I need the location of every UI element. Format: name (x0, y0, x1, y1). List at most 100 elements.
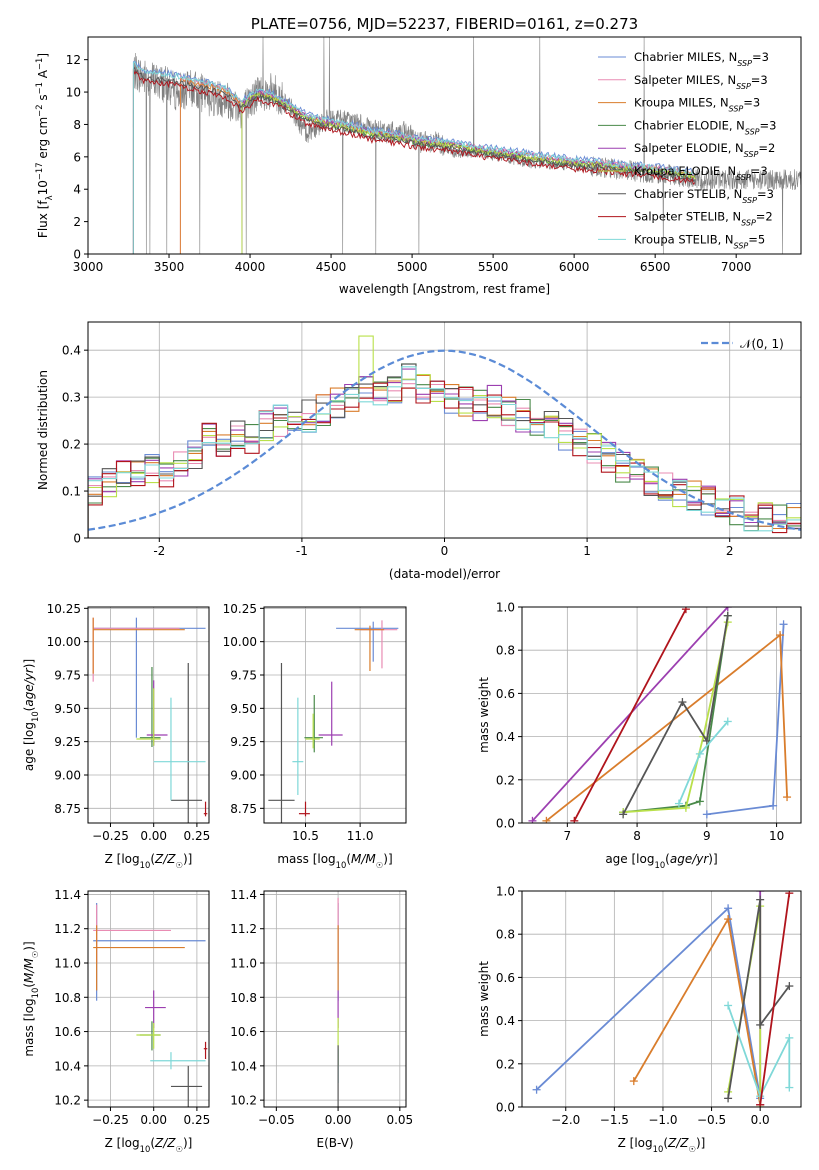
y-tick-label: 0.3 (62, 391, 81, 405)
y-tick-label: 0.8 (496, 928, 515, 942)
y-tick-label: 9.50 (230, 702, 257, 716)
x-tick-label: 0.25 (184, 829, 211, 843)
y-tick-label: 10 (66, 86, 81, 100)
x-tick-label: 3000 (73, 260, 104, 274)
x-tick-label: −0.25 (92, 829, 129, 843)
y-tick-label: 10.25 (223, 602, 257, 616)
y-tick-label: 1.0 (496, 601, 515, 615)
x-tick-label: −1.0 (648, 1113, 677, 1127)
weight-series-line (727, 899, 791, 1099)
mass-vs-extinction-panel: −0.05 0.00 0.05 10.2 10.4 10.6 10.8 11.0 11.2 11.… (230, 888, 413, 1150)
histogram-plot-area (88, 335, 801, 538)
x-tick-label: 0.00 (140, 1113, 167, 1127)
weight-series-line (622, 615, 729, 815)
weight-series-line (545, 633, 788, 822)
errorbar-ylabel: age [log10(age/yr)] (22, 659, 40, 771)
residual-histogram-panel: -2 -1 0 1 2 0 0.1 0.2 0.3 0.4 (data-model)/error No… (36, 321, 802, 581)
age-vs-mass-panel: 10.5 11.0 8.75 9.00 9.25 9.50 9.75 10.00 10.25 ma… (223, 602, 407, 870)
errorbar-plot-area (92, 617, 208, 823)
x-tick-label: -2 (153, 544, 165, 558)
x-tick-label: 3500 (154, 260, 185, 274)
x-tick-label: 0 (441, 544, 449, 558)
weight-series-line (759, 893, 791, 1105)
errorbar-xlabel: Z [log10(Z/Z☉)] (105, 1136, 193, 1154)
y-tick-label: 11.2 (54, 922, 81, 936)
weight-xlabel: age [log10(age/yr)] (605, 852, 717, 870)
y-tick-label: 9.00 (54, 769, 81, 783)
y-tick-label: 0.4 (496, 1014, 515, 1028)
legend-entry: Kroupa MILES, NSSP=3 (634, 96, 760, 114)
y-tick-label: 11.0 (230, 957, 257, 971)
y-tick-label: 8.75 (54, 802, 81, 816)
weight-ylabel: mass weight (477, 961, 491, 1037)
x-tick-label: −0.5 (697, 1113, 726, 1127)
x-tick-label: 6500 (640, 260, 671, 274)
errorbar-plot-area (268, 620, 399, 823)
y-tick-label: 11.2 (230, 922, 257, 936)
y-tick-label: 10.4 (230, 1059, 257, 1073)
x-tick-label: 0.05 (386, 1113, 413, 1127)
y-tick-label: 9.00 (230, 769, 257, 783)
x-tick-label: 4000 (235, 260, 266, 274)
x-tick-label: 5500 (478, 260, 509, 274)
axes-frame (87, 606, 210, 824)
errorbar-xlabel: Z [log10(Z/Z☉)] (105, 852, 193, 870)
x-tick-label: 10.5 (292, 829, 319, 843)
y-tick-label: 10.00 (223, 635, 257, 649)
y-tick-label: 0.2 (496, 773, 515, 787)
weight-series-line (573, 608, 687, 822)
x-tick-label: 0.00 (325, 1113, 352, 1127)
y-tick-label: 9.50 (54, 702, 81, 716)
x-tick-label: 4500 (316, 260, 347, 274)
weight-vs-age-panel: 7 8 9 10 0.0 0.2 0.4 0.6 0.8 1.0 age [log10(age/yr… (477, 601, 802, 870)
normal-curve-line (88, 349, 801, 531)
y-tick-label: 9.75 (54, 669, 81, 683)
x-tick-label: −0.05 (258, 1113, 295, 1127)
y-tick-label: 8 (73, 118, 81, 132)
legend-entry: Salpeter MILES, NSSP=3 (634, 73, 768, 91)
y-tick-label: 9.25 (230, 735, 257, 749)
errorbar-ylabel: mass [log10(M/M☉)] (22, 941, 40, 1056)
x-tick-label: −1.5 (600, 1113, 629, 1127)
y-tick-label: 0.4 (62, 344, 81, 358)
spectrum-ylabel: Flux [fλ10−17 erg cm−2 s−1 A−1] (34, 53, 54, 238)
axes-frame (87, 36, 802, 255)
y-tick-label: 11.4 (54, 888, 81, 902)
y-tick-label: 0.2 (496, 1057, 515, 1071)
y-tick-label: 10.25 (47, 602, 81, 616)
legend-entry: Salpeter ELODIE, NSSP=2 (634, 141, 775, 159)
y-tick-label: 1.0 (496, 885, 515, 899)
weight-series-line (623, 615, 729, 814)
y-tick-label: 0.2 (62, 438, 81, 452)
y-tick-label: 10.6 (54, 1025, 81, 1039)
y-tick-label: 10.8 (54, 991, 81, 1005)
x-tick-label: 7 (564, 829, 572, 843)
y-tick-label: 10.4 (54, 1059, 81, 1073)
axes-frame (87, 890, 210, 1108)
weight-series-line (623, 621, 729, 814)
spectrum-plot-area (120, 37, 801, 254)
y-tick-label: 0.0 (496, 817, 515, 831)
weight-xlabel: Z [log10(Z/Z☉)] (618, 1136, 706, 1154)
legend-entry: Salpeter STELIB, NSSP=2 (634, 210, 773, 228)
x-tick-label: 2 (726, 544, 734, 558)
x-tick-label: 0.00 (140, 829, 167, 843)
x-tick-label: 10 (769, 829, 784, 843)
x-tick-label: 0.25 (184, 1113, 211, 1127)
y-tick-label: 10.00 (47, 635, 81, 649)
y-tick-label: 0.4 (496, 730, 515, 744)
weight-series-line (535, 906, 762, 1099)
y-tick-label: 12 (66, 53, 81, 67)
axes-frame (263, 890, 407, 1108)
age-vs-metallicity-panel: −0.25 0.00 0.25 8.75 9.00 9.25 9.50 9.75 10.00 10… (22, 602, 210, 870)
y-tick-label: 11.4 (230, 888, 257, 902)
x-tick-label: 9 (703, 829, 711, 843)
weight-plot-area (532, 891, 794, 1107)
y-tick-label: 9.75 (230, 669, 257, 683)
legend-entry: Chabrier STELIB, NSSP=3 (634, 187, 774, 205)
errorbar-xlabel: E(B-V) (316, 1136, 353, 1150)
y-tick-label: 11.0 (54, 957, 81, 971)
x-tick-label: 0.0 (751, 1113, 770, 1127)
legend-entry: Chabrier MILES, NSSP=3 (634, 50, 769, 68)
